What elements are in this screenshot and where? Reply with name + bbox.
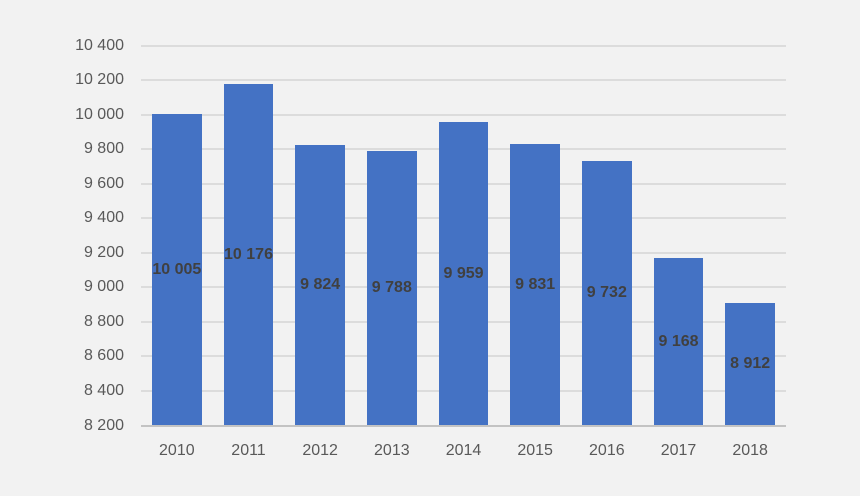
x-axis-line — [141, 425, 786, 427]
bar-2013 — [367, 151, 417, 426]
gridline-10000 — [141, 113, 786, 116]
bar-2017 — [653, 258, 704, 426]
y-tick-label-9400: 9 400 — [83, 209, 124, 227]
x-tick-label-2016: 2016 — [589, 441, 625, 459]
x-tick-label-2018: 2018 — [732, 441, 768, 459]
bar-2016 — [582, 160, 632, 426]
bar-data-label-2015: 9 831 — [515, 275, 556, 293]
bar-2011 — [223, 84, 274, 426]
y-tick-label-9800: 9 800 — [83, 140, 124, 158]
y-tick-label-8400: 8 400 — [83, 381, 124, 399]
bar-data-label-2010: 10 005 — [152, 260, 202, 278]
bar-data-label-2011: 10 176 — [224, 245, 273, 263]
x-tick-label-2015: 2015 — [517, 441, 553, 459]
x-tick-label-2014: 2014 — [445, 441, 482, 459]
x-tick-label-2011: 2011 — [231, 441, 266, 459]
y-tick-label-10200: 10 200 — [75, 71, 124, 89]
bar-data-label-2012: 9 824 — [300, 276, 341, 294]
y-tick-label-10400: 10 400 — [75, 36, 124, 54]
gridline-10200 — [141, 79, 786, 82]
bar-2014 — [438, 121, 489, 426]
x-tick-label-2017: 2017 — [660, 441, 697, 459]
bar-data-label-2018: 8 912 — [730, 355, 771, 372]
bar-2012 — [295, 144, 345, 426]
y-tick-label-10000: 10 000 — [75, 105, 124, 123]
bar-data-label-2016: 9 732 — [586, 284, 627, 302]
x-tick-label-2013: 2013 — [374, 441, 410, 459]
y-tick-label-8800: 8 800 — [83, 312, 124, 330]
bar-2018 — [725, 302, 775, 426]
bar-2015 — [510, 143, 560, 426]
gridline-10400 — [141, 44, 786, 47]
y-tick-label-8600: 8 600 — [83, 347, 124, 365]
bar-data-label-2013: 9 788 — [371, 279, 412, 297]
y-tick-label-9000: 9 000 — [83, 278, 124, 296]
bar-data-label-2014: 9 959 — [443, 264, 484, 282]
bar-data-label-2017: 9 168 — [658, 332, 699, 350]
x-tick-label-2010: 2010 — [159, 441, 195, 459]
bar-2010 — [152, 113, 202, 426]
x-tick-label-2012: 2012 — [302, 441, 338, 459]
y-tick-label-8200: 8 200 — [83, 416, 124, 434]
y-tick-label-9200: 9 200 — [83, 243, 124, 261]
y-tick-label-9600: 9 600 — [83, 174, 124, 192]
